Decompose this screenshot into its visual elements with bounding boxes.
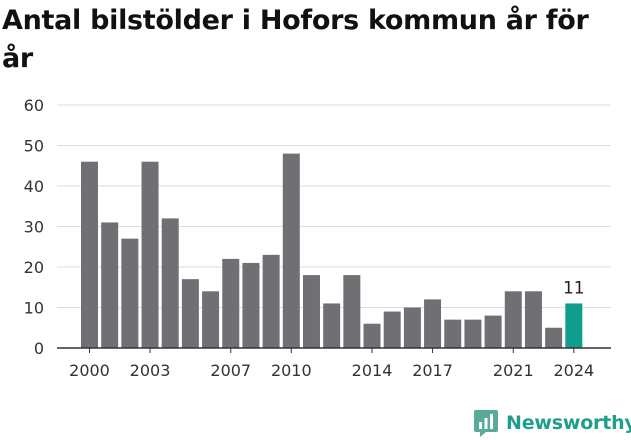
bar-2009 bbox=[262, 254, 280, 348]
bar-2016 bbox=[403, 307, 421, 348]
bar-2006 bbox=[202, 291, 220, 348]
y-tick-label: 10 bbox=[24, 299, 44, 318]
x-tick-label: 2017 bbox=[412, 361, 453, 380]
bar-2021 bbox=[504, 291, 522, 348]
bar-2010 bbox=[282, 153, 300, 348]
bar-chart: 0 10 20 30 40 50 60 11 2000 2003 2007 2010 2014 201… bbox=[24, 96, 611, 380]
bar-2001 bbox=[101, 222, 119, 348]
bar-2002 bbox=[121, 238, 139, 348]
bar-2004 bbox=[161, 218, 179, 348]
x-axis-ticks: 2000 2003 2007 2010 2014 2017 2021 2024 bbox=[69, 348, 594, 380]
bar-2014 bbox=[363, 323, 381, 348]
bar-2008 bbox=[242, 262, 260, 348]
bar-2022 bbox=[524, 291, 542, 348]
y-tick-label: 60 bbox=[24, 96, 44, 115]
gridlines bbox=[57, 104, 611, 308]
bar-2000 bbox=[81, 161, 98, 348]
y-tick-label: 20 bbox=[24, 258, 44, 277]
x-tick-label: 2003 bbox=[130, 361, 171, 380]
y-tick-label: 30 bbox=[24, 218, 44, 237]
bar-2011 bbox=[302, 275, 320, 348]
bar-2013 bbox=[343, 275, 361, 348]
x-tick-label: 2024 bbox=[553, 361, 594, 380]
brand-logo: Newsworthy bbox=[474, 406, 631, 440]
x-tick-label: 2010 bbox=[271, 361, 312, 380]
bar-2020 bbox=[484, 315, 502, 348]
bars bbox=[81, 153, 583, 348]
y-tick-label: 50 bbox=[24, 137, 44, 156]
bar-2003 bbox=[141, 161, 159, 348]
y-tick-label: 40 bbox=[24, 177, 44, 196]
bar-2024 bbox=[565, 303, 583, 348]
newsworthy-logo-icon bbox=[474, 410, 498, 437]
y-axis-ticks: 0 10 20 30 40 50 60 bbox=[24, 96, 44, 358]
bar-2012 bbox=[323, 303, 341, 348]
data-label-2024: 11 bbox=[563, 278, 585, 298]
y-tick-label: 0 bbox=[34, 339, 44, 358]
chart-title: Antal bilstölder i Hofors kommun år för … bbox=[2, 5, 589, 74]
bar-2018 bbox=[444, 319, 462, 348]
bar-2019 bbox=[464, 319, 482, 348]
bar-2015 bbox=[383, 311, 401, 348]
bar-2007 bbox=[222, 258, 240, 348]
x-tick-label: 2007 bbox=[210, 361, 251, 380]
brand-name: Newsworthy bbox=[506, 412, 631, 434]
x-tick-label: 2021 bbox=[493, 361, 534, 380]
x-tick-label: 2000 bbox=[69, 361, 110, 380]
bar-2005 bbox=[181, 279, 199, 348]
bar-2023 bbox=[545, 327, 563, 348]
data-labels: 11 bbox=[563, 278, 585, 298]
bar-2017 bbox=[424, 299, 442, 348]
x-tick-label: 2014 bbox=[352, 361, 393, 380]
